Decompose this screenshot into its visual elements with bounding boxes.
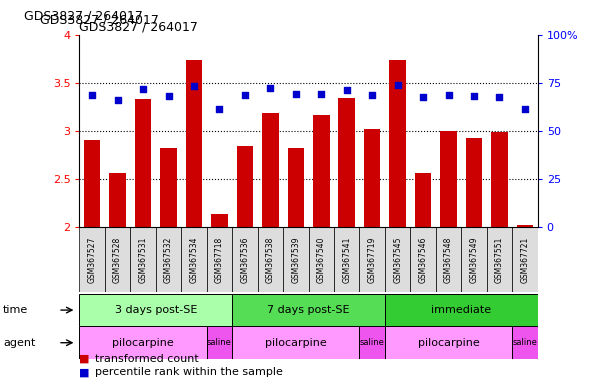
Text: GSM367551: GSM367551 [495, 237, 504, 283]
Point [418, 94, 428, 100]
Bar [364, 129, 381, 227]
Text: GDS3827 / 264017: GDS3827 / 264017 [79, 20, 199, 33]
Text: GSM367538: GSM367538 [266, 237, 275, 283]
Point [112, 97, 122, 103]
Bar [415, 173, 431, 227]
Bar [512, 227, 538, 292]
Text: GSM367527: GSM367527 [87, 237, 97, 283]
Bar [436, 227, 461, 292]
Bar [207, 227, 232, 292]
Text: GSM367548: GSM367548 [444, 237, 453, 283]
Bar [232, 326, 359, 359]
Bar [313, 115, 329, 227]
Text: GSM367536: GSM367536 [240, 237, 249, 283]
Text: ■: ■ [79, 367, 93, 377]
Text: GSM367539: GSM367539 [291, 237, 301, 283]
Bar [466, 138, 482, 227]
Text: time: time [3, 305, 28, 315]
Point [87, 92, 97, 98]
Bar [441, 131, 457, 227]
Text: percentile rank within the sample: percentile rank within the sample [95, 367, 282, 377]
Text: GSM367545: GSM367545 [393, 237, 402, 283]
Bar [105, 227, 130, 292]
Bar [517, 225, 533, 227]
Bar [130, 227, 156, 292]
Text: GDS3827 / 264017: GDS3827 / 264017 [24, 9, 143, 22]
Text: GSM367532: GSM367532 [164, 237, 173, 283]
Text: GSM367718: GSM367718 [215, 237, 224, 283]
Bar [309, 227, 334, 292]
Text: saline: saline [360, 338, 385, 347]
Bar [334, 227, 359, 292]
Text: GSM367721: GSM367721 [521, 237, 530, 283]
Point [265, 85, 275, 91]
Text: agent: agent [3, 338, 35, 348]
Point [164, 93, 174, 99]
Text: GSM367528: GSM367528 [113, 237, 122, 283]
Point [495, 94, 505, 100]
Text: saline: saline [207, 338, 232, 347]
Point [214, 106, 224, 113]
Text: pilocarpine: pilocarpine [265, 338, 327, 348]
Point [189, 83, 199, 89]
Text: immediate: immediate [431, 305, 491, 315]
Point [240, 92, 250, 98]
Bar [385, 227, 411, 292]
Text: 3 days post-SE: 3 days post-SE [115, 305, 197, 315]
Bar [512, 326, 538, 359]
Bar [232, 227, 258, 292]
Text: GSM367546: GSM367546 [419, 237, 428, 283]
Text: transformed count: transformed count [95, 354, 199, 364]
Bar [461, 227, 487, 292]
Text: saline: saline [513, 338, 538, 347]
Bar [411, 227, 436, 292]
Bar [156, 227, 181, 292]
Point [393, 83, 403, 89]
Text: ■: ■ [79, 354, 93, 364]
Point [342, 87, 351, 93]
Point [469, 93, 479, 99]
Bar [338, 98, 355, 227]
Text: pilocarpine: pilocarpine [418, 338, 480, 348]
Bar [232, 294, 385, 326]
Bar [135, 99, 152, 227]
Bar [79, 227, 105, 292]
Bar [211, 214, 228, 227]
Bar [359, 326, 385, 359]
Bar [160, 148, 177, 227]
Text: GSM367719: GSM367719 [368, 237, 377, 283]
Text: pilocarpine: pilocarpine [112, 338, 174, 348]
Point [444, 92, 453, 98]
Bar [186, 60, 202, 227]
Point [367, 92, 377, 98]
Text: 7 days post-SE: 7 days post-SE [267, 305, 350, 315]
Bar [262, 113, 279, 227]
Bar [283, 227, 309, 292]
Text: GDS3827 / 264017: GDS3827 / 264017 [40, 13, 159, 26]
Bar [359, 227, 385, 292]
Point [138, 86, 148, 93]
Point [520, 106, 530, 113]
Bar [207, 326, 232, 359]
Bar [389, 60, 406, 227]
Text: GSM367549: GSM367549 [469, 237, 478, 283]
Bar [258, 227, 283, 292]
Text: GSM367531: GSM367531 [139, 237, 148, 283]
Point [316, 91, 326, 97]
Bar [288, 148, 304, 227]
Bar [79, 326, 207, 359]
Bar [181, 227, 207, 292]
Point [291, 91, 301, 97]
Bar [385, 326, 512, 359]
Bar [385, 294, 538, 326]
Bar [236, 146, 253, 227]
Bar [109, 173, 126, 227]
Bar [79, 294, 232, 326]
Text: GSM367540: GSM367540 [316, 237, 326, 283]
Bar [84, 140, 100, 227]
Text: GSM367541: GSM367541 [342, 237, 351, 283]
Bar [487, 227, 512, 292]
Text: GSM367534: GSM367534 [189, 237, 199, 283]
Bar [491, 131, 508, 227]
